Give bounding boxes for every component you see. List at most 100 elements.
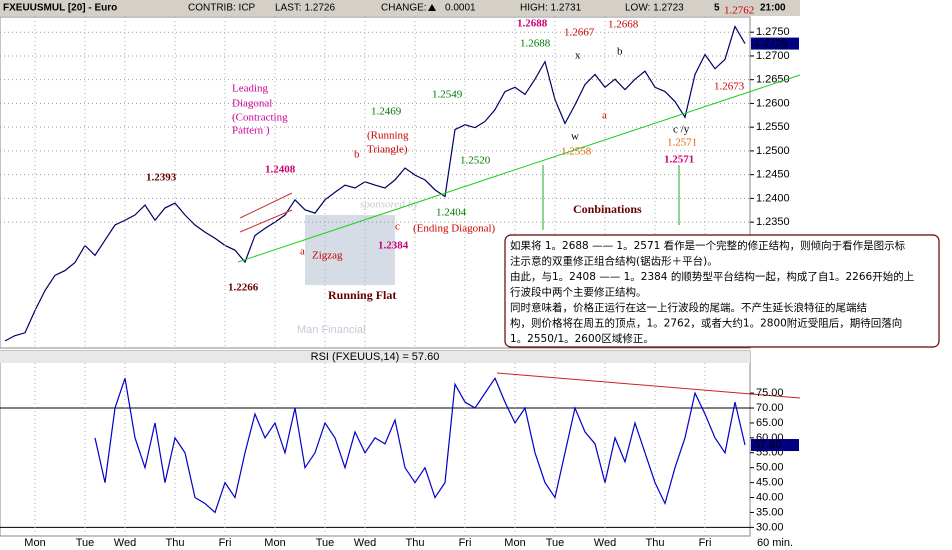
value-label-box — [751, 439, 799, 452]
x-tick-label: Thu — [406, 537, 425, 549]
annotation: b — [617, 46, 623, 58]
annotation: 1.2520 — [460, 155, 491, 167]
annotation: Triangle) — [367, 144, 408, 156]
time: 21:00 — [760, 3, 786, 14]
y-tick-label: 1.2450 — [756, 169, 790, 181]
annotation: 1.2469 — [371, 106, 402, 118]
x-tick-label: Wed — [354, 537, 376, 549]
y-tick-label: 1.2700 — [756, 50, 790, 62]
annotation: 1.2762 — [724, 5, 754, 17]
count: 5 — [714, 3, 720, 14]
logo — [305, 215, 395, 285]
y-tick-label: 70.00 — [756, 402, 784, 414]
change-label: CHANGE: — [381, 3, 427, 14]
x-tick-label: Thu — [646, 537, 665, 549]
y-tick-label: 75.00 — [756, 387, 784, 399]
annotation: Conbinations — [573, 202, 642, 216]
annotation: 1.2571 — [664, 154, 694, 166]
annotation: 1.2673 — [714, 81, 745, 93]
note-line: 1。2550/1。2600区域修正。 — [510, 332, 654, 345]
up-arrow — [428, 4, 436, 11]
x-tick-label: Fri — [219, 537, 232, 549]
annotation: Zigzag — [312, 250, 343, 262]
note: 如果将 1。2688 —— 1。2571 看作是一个完整的修正结构，则倾向于看作… — [510, 239, 914, 345]
value-label: 57.60 — [754, 439, 782, 451]
note-line: 如果将 1。2688 —— 1。2571 看作是一个完整的修正结构，则倾向于看作… — [510, 239, 906, 252]
annotation: (Ending Diagonal) — [413, 223, 496, 235]
annotation: w — [571, 131, 579, 143]
value-label: 1.2726 — [754, 38, 788, 50]
y-tick-label: 1.2400 — [756, 192, 790, 204]
annotation: c — [395, 221, 400, 233]
annotation: 1.2393 — [146, 172, 177, 184]
y-tick-label: 65.00 — [756, 417, 784, 429]
annotation: Diagonal — [232, 98, 272, 110]
annotation: Leading — [232, 83, 269, 95]
y-tick-label: 45.00 — [756, 477, 784, 489]
x-tick-label: Wed — [114, 537, 136, 549]
x-tick-label: Mon — [504, 537, 525, 549]
x-tick-label: Mon — [264, 537, 285, 549]
y-tick-label: 1.2500 — [756, 145, 790, 157]
low: LOW: 1.2723 — [625, 3, 684, 14]
value-label-box — [751, 37, 799, 50]
y-tick-label: 1.2600 — [756, 97, 790, 109]
annotation: b — [354, 149, 360, 161]
x-tick-label: Tue — [76, 537, 95, 549]
annotation: 1.2549 — [432, 89, 463, 101]
annotation: 1.2384 — [378, 240, 409, 252]
last: LAST: 1.2726 — [275, 3, 335, 14]
rsi-title-bar — [0, 351, 750, 363]
annotation: 1.2667 — [564, 27, 595, 39]
note-line: 由此，与1。2408 —— 1。2384 的顺势型平台结构一起，构成了自1。22… — [510, 270, 914, 283]
diagonal-line — [239, 209, 293, 233]
annotation: 1.2668 — [608, 19, 639, 31]
change: 0.0001 — [445, 3, 476, 14]
annotations: 1.2688 1.2688 1.2667 1.2668 x b 1.2762 1… — [146, 5, 754, 302]
x-tick-label: Tue — [316, 537, 335, 549]
annotation: 1.2408 — [265, 164, 296, 176]
annotation: 1.2404 — [436, 207, 467, 219]
x-tick-label: Tue — [546, 537, 565, 549]
trend-line — [237, 74, 801, 263]
annotation: x — [575, 50, 581, 62]
note-line: 同时意味着，价格正运行在这一上行波段的尾端。不产生延长浪特征的尾端结 — [510, 301, 867, 314]
x-tick-label: Fri — [699, 537, 712, 549]
contrib: CONTRIB: ICP — [188, 3, 256, 14]
note-box — [504, 234, 940, 348]
y-tick-label: 50.00 — [756, 462, 784, 474]
y-tick-label: 40.00 — [756, 491, 784, 503]
annotation: c /y — [673, 124, 690, 136]
x-tick-label: Thu — [166, 537, 185, 549]
annotation: 1.2558 — [561, 146, 592, 158]
data-line — [4, 25, 746, 342]
y-tick-label: 1.2350 — [756, 216, 790, 228]
high: HIGH: 1.2731 — [520, 3, 582, 14]
x-tick-label: Mon — [24, 537, 45, 549]
watermark: sponsored by Man Financial — [297, 199, 418, 336]
annotation: a — [300, 246, 305, 258]
rsi-pane — [0, 350, 751, 537]
annotation: 1.2688 — [520, 38, 551, 50]
note-line: 行波段中两个主要修正结构。 — [510, 286, 647, 299]
rsi-trend-line — [496, 372, 801, 399]
annotation: 1.2571 — [667, 137, 697, 149]
note-line: 注示意的双重修正组合结构(锯齿形＋平台)。 — [510, 255, 718, 268]
diagonal-line — [239, 192, 293, 219]
annotation: Pattern ) — [232, 125, 270, 137]
y-tick-label: 1.2550 — [756, 121, 790, 133]
x-tick-label: Wed — [594, 537, 616, 549]
annotation: 1.2688 — [517, 18, 548, 30]
annotation: 1.2266 — [228, 282, 259, 294]
header-bar — [0, 0, 800, 16]
sponsor: sponsored by — [360, 199, 418, 211]
annotation: Running Flat — [328, 288, 396, 302]
y-tick-label: 1.2650 — [756, 74, 790, 86]
note-line: 构，则价格将在周五的顶点，1。2762，或者大约1。2800附近受阻后，期待回落… — [510, 317, 902, 330]
y-tick-label: 1.2750 — [756, 26, 790, 38]
data-line — [94, 376, 746, 514]
symbol: FXEUUSMUL [20] - Euro — [3, 3, 117, 14]
annotation: (Contracting — [232, 112, 288, 124]
y-tick-label: 30.00 — [756, 521, 784, 533]
